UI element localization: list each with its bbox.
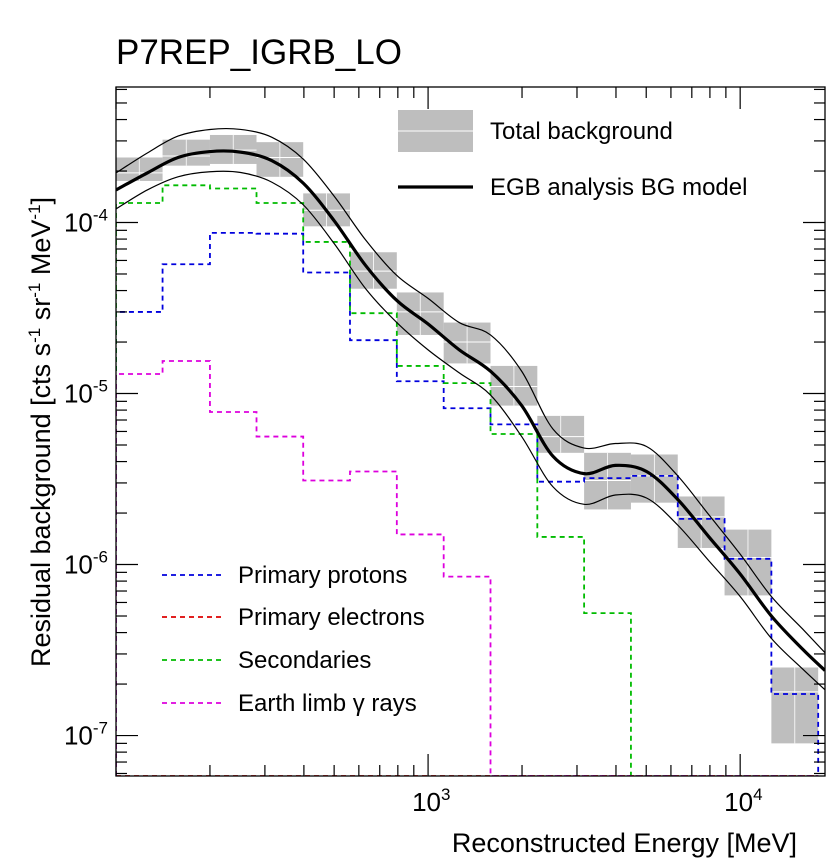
y-axis-label-sr-exponent: -1 <box>25 283 44 298</box>
series-earth-limb-step <box>116 360 819 776</box>
series-secondaries-step <box>116 184 819 776</box>
y-tick-label: 10-5 <box>64 377 108 409</box>
y-tick-label: 10-7 <box>64 719 108 751</box>
y-axis-label: Residual background [cts s-1 sr-1 MeV-1] <box>25 197 56 667</box>
legend-primary-protons-label: Primary protons <box>238 562 407 589</box>
y-tick-label-exponent: -6 <box>93 548 108 567</box>
legend-top: Total background EGB analysis BG model <box>398 110 747 201</box>
egb-model-upper-curve <box>116 127 825 654</box>
x-tick-label: 104 <box>724 785 762 817</box>
legend-earth-limb-gamma-symbol: γ <box>353 690 365 717</box>
y-axis-label-sr: sr <box>26 298 56 328</box>
y-tick-label-exponent: -7 <box>93 719 108 738</box>
legend-earth-limb-name: Earth limb <box>238 690 353 717</box>
y-tick-label: 10-6 <box>64 548 108 580</box>
egb-model-lower-curve <box>116 170 825 691</box>
y-tick-label: 10-4 <box>64 206 108 238</box>
y-axis-label-suffix: ] <box>26 197 56 205</box>
y-tick-label-base: 10 <box>64 550 93 580</box>
total-background-band <box>116 134 819 744</box>
x-tick-label-exponent: 4 <box>753 785 762 804</box>
y-tick-label-base: 10 <box>64 379 93 409</box>
legend-earth-limb-label: Earth limb γ rays <box>238 690 417 717</box>
y-axis-label-mev-exponent: -1 <box>25 204 44 219</box>
series-primary-protons-step <box>116 231 820 776</box>
y-axis-label-mev: MeV <box>26 220 56 283</box>
x-tick-label: 103 <box>412 785 450 817</box>
legend-total-background-label: Total background <box>490 118 673 145</box>
y-axis-label-prefix: Residual background [cts s <box>26 343 56 667</box>
legend-primary-electrons-label: Primary electrons <box>238 604 425 631</box>
axis-ticks <box>115 87 825 776</box>
x-axis-label: Reconstructed Energy [MeV] <box>452 828 797 858</box>
y-axis-label-s-exponent: -1 <box>25 328 44 343</box>
x-tick-label-base: 10 <box>412 787 441 817</box>
egb-model-curves <box>116 127 825 691</box>
y-tick-label-exponent: -4 <box>93 206 108 225</box>
chart-title: P7REP_IGRB_LO <box>116 33 402 72</box>
legend-secondaries-label: Secondaries <box>238 647 371 674</box>
legend-egb-model-label: EGB analysis BG model <box>490 174 747 201</box>
legend-bottom: Primary protons Primary electrons Second… <box>162 562 425 717</box>
y-tick-label-exponent: -5 <box>93 377 108 396</box>
component-series <box>116 184 820 776</box>
x-tick-label-exponent: 3 <box>441 785 450 804</box>
y-tick-label-base: 10 <box>64 721 93 751</box>
egb-model-curve <box>116 149 825 672</box>
x-tick-label-base: 10 <box>724 787 753 817</box>
y-tick-label-base: 10 <box>64 208 93 238</box>
legend-earth-limb-suffix: rays <box>365 690 417 717</box>
